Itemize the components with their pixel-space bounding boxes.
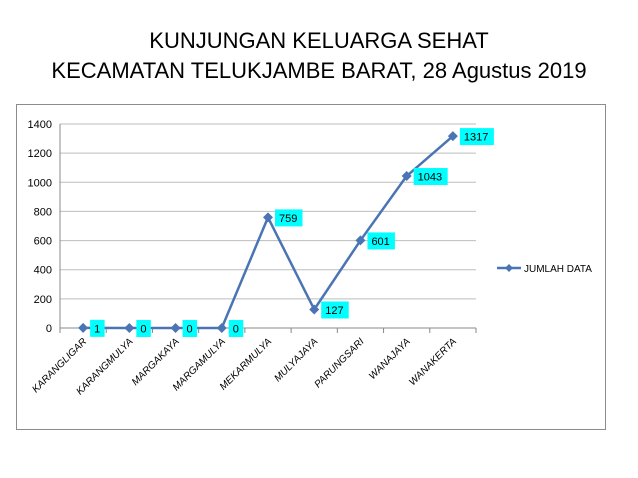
data-label: 1043 — [418, 172, 442, 184]
data-label-background — [275, 209, 303, 227]
x-category-label: MULYAJAYA — [272, 336, 320, 384]
data-label: 601 — [371, 236, 389, 248]
x-category-label: MARGAKAYA — [130, 336, 182, 388]
data-label-background — [182, 320, 198, 337]
legend-marker — [505, 264, 513, 272]
data-label-background — [228, 320, 244, 337]
y-tick-label: 200 — [34, 294, 52, 306]
y-tick-label: 800 — [34, 206, 52, 218]
data-point-marker — [447, 131, 458, 142]
data-label: 1317 — [464, 132, 488, 144]
data-label: 0 — [233, 324, 239, 336]
data-label-background — [136, 320, 151, 337]
data-label-background — [90, 319, 105, 337]
y-tick-label: 600 — [34, 236, 52, 248]
data-label-background — [321, 301, 349, 319]
data-point-marker — [263, 212, 273, 223]
y-tick-label: 1200 — [28, 148, 52, 160]
data-point-marker — [355, 235, 366, 246]
title-line-1: KUNJUNGAN KELUARGA SEHAT — [149, 28, 489, 53]
y-tick-label: 400 — [34, 265, 52, 277]
data-label: 759 — [279, 213, 297, 225]
data-label: 127 — [325, 305, 343, 317]
data-label: 0 — [140, 324, 146, 336]
title-line-2: KECAMATAN TELUKJAMBE BARAT, 28 Agustus 2… — [51, 58, 587, 83]
legend-label: JUMLAH DATA — [524, 264, 592, 275]
x-category-label: PARUNGSARI — [313, 336, 367, 390]
y-tick-label: 1000 — [28, 177, 52, 189]
data-point-marker — [124, 323, 135, 333]
data-label-background — [367, 232, 395, 250]
x-category-label: WANAKERTA — [407, 336, 459, 388]
data-point-marker — [309, 304, 320, 315]
data-point-marker — [170, 323, 181, 333]
y-tick-label: 0 — [46, 323, 52, 335]
x-category-label: WANAJAYA — [367, 336, 413, 382]
chart-title: KUNJUNGAN KELUARGA SEHAT KECAMATAN TELUK… — [0, 26, 638, 86]
data-label-background — [413, 168, 448, 186]
data-label: 0 — [187, 324, 193, 336]
data-point-marker — [78, 322, 89, 333]
data-point-marker — [216, 323, 227, 333]
data-label-background — [459, 128, 494, 146]
data-point-marker — [401, 171, 412, 182]
y-tick-label: 1400 — [28, 119, 52, 131]
data-label: 1 — [94, 323, 100, 335]
